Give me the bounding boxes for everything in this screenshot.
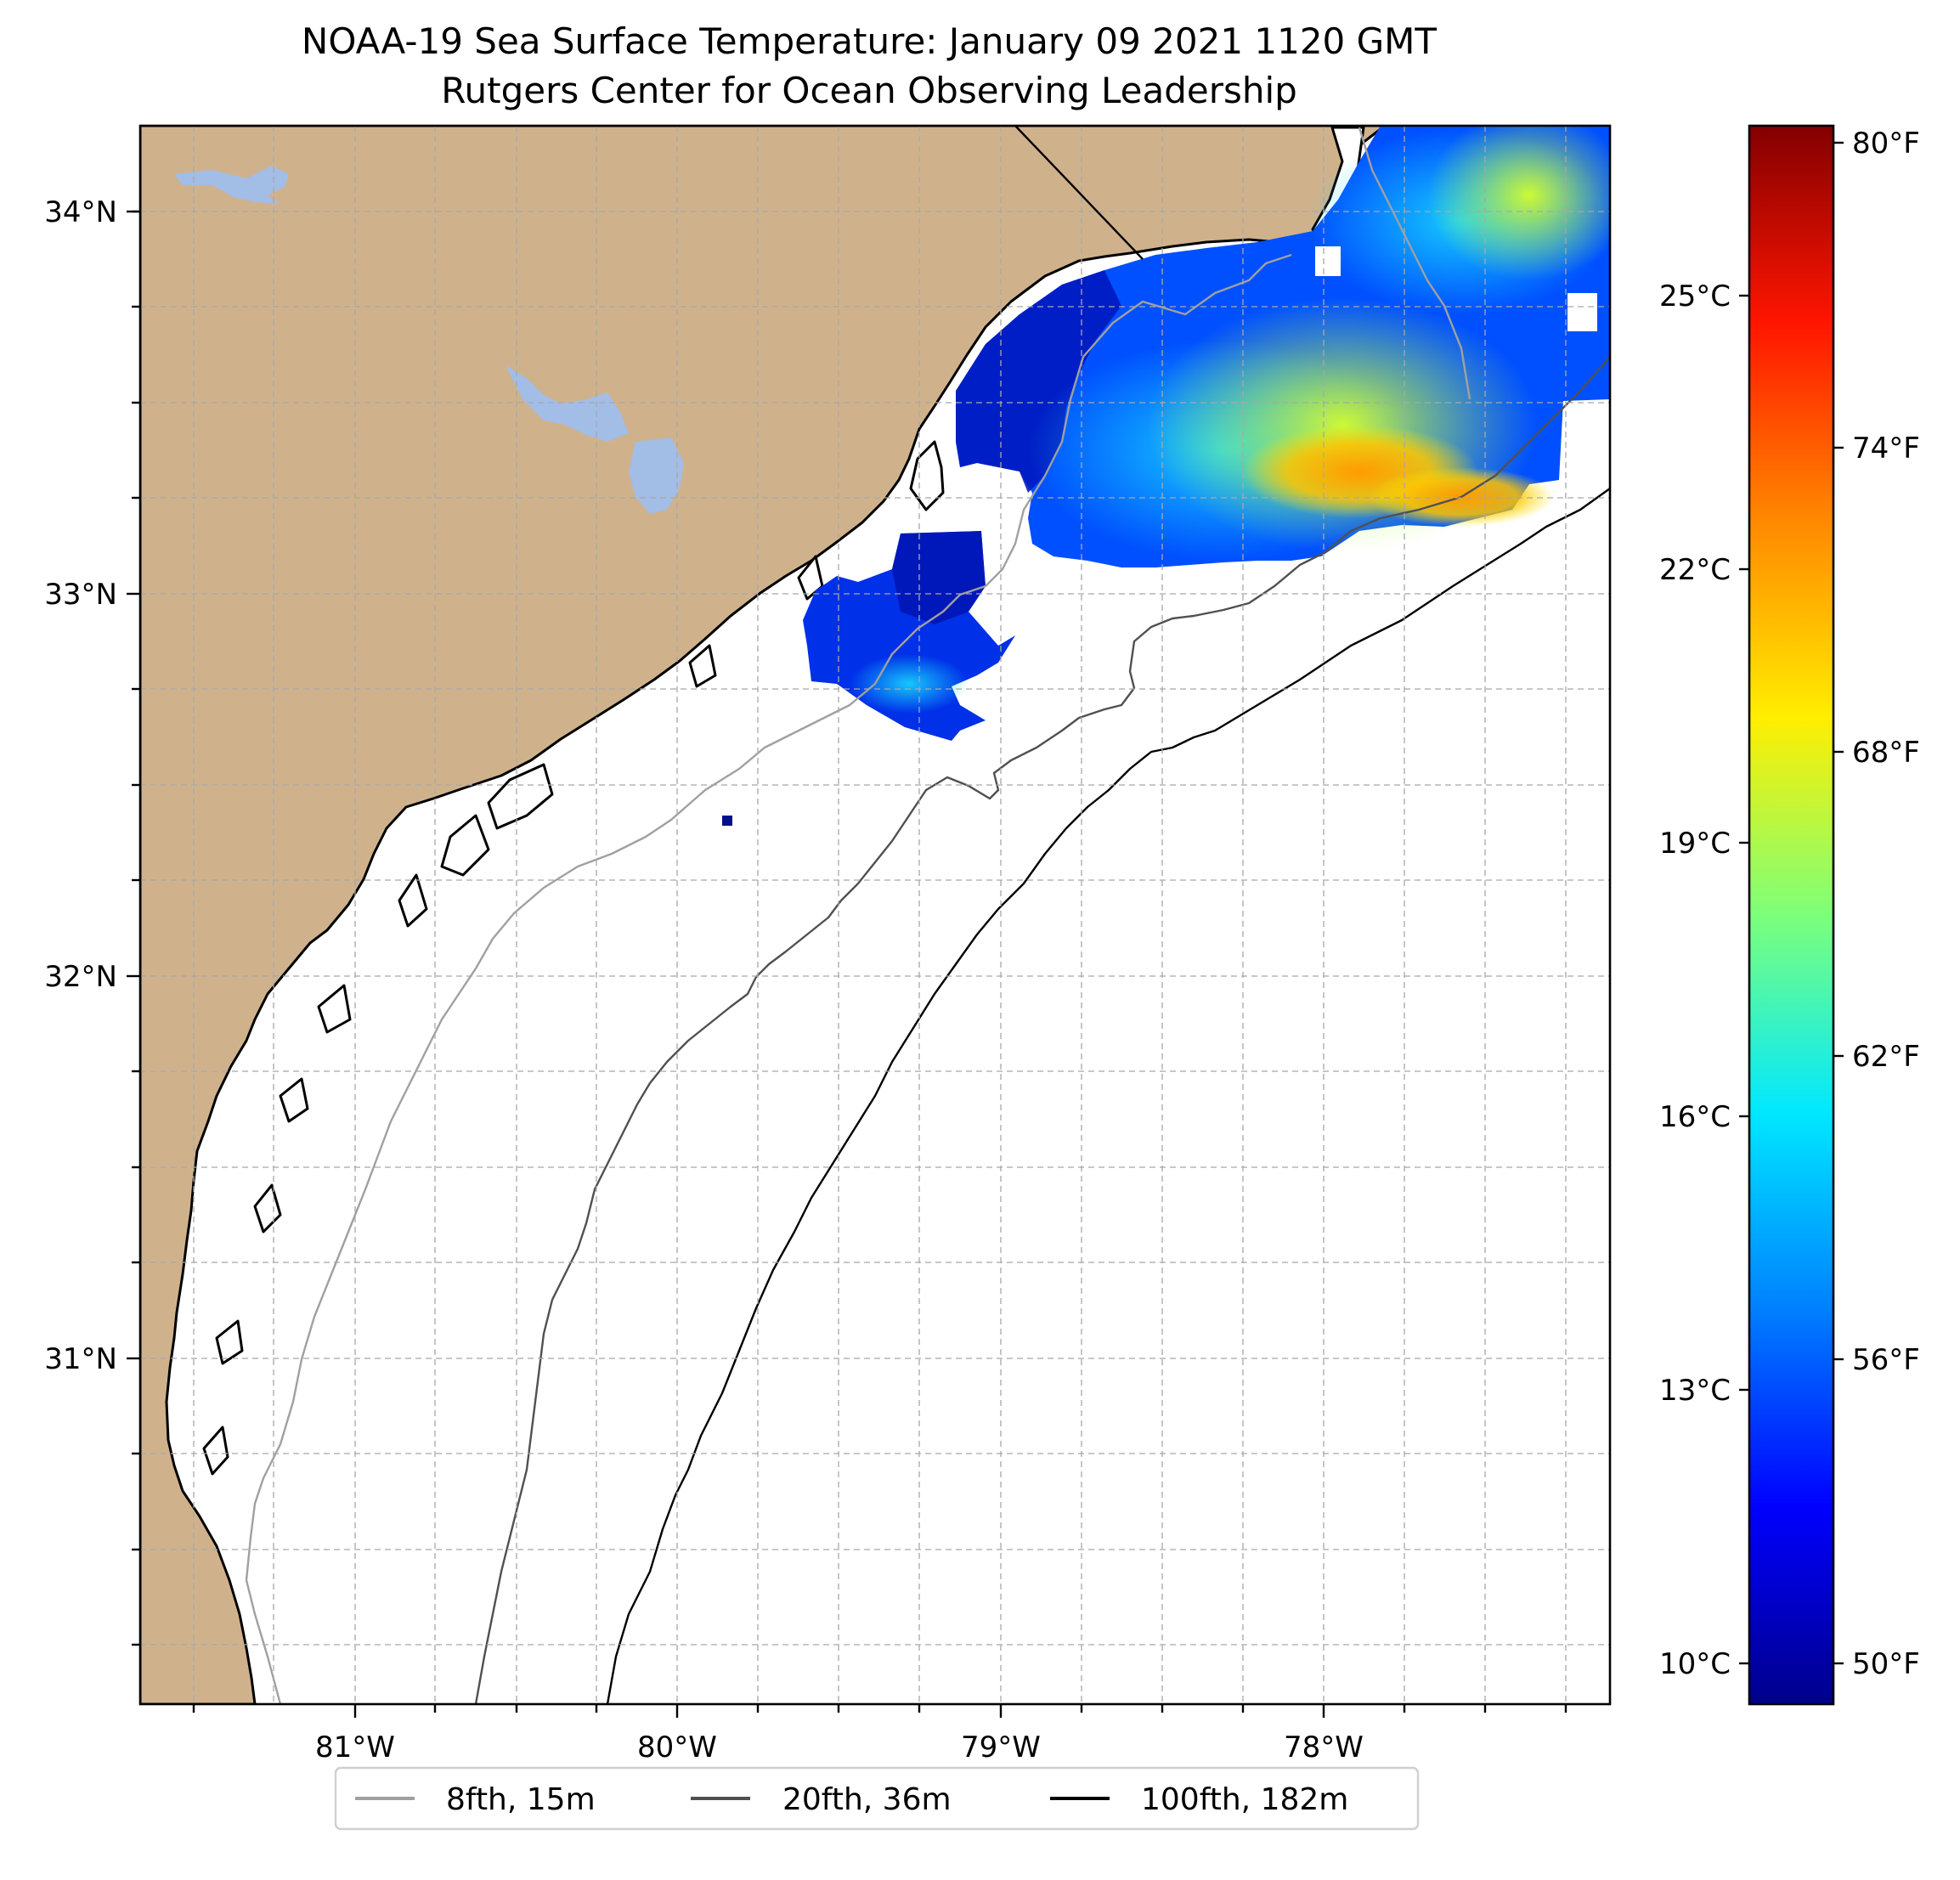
colorbar-fahrenheit-label: 68°F [1852,736,1920,770]
colorbar-celsius-label: 25°C [1659,279,1731,313]
sst-isolated-pixel [722,816,732,826]
axis-ticks [127,210,1567,1718]
contour-20fth [474,356,1610,1704]
y-tick-label: 34°N [44,195,117,229]
lakes [174,166,684,514]
x-tick-label: 80°W [637,1730,717,1764]
colorbar-celsius-label: 13°C [1659,1374,1731,1408]
lake-moultrie-south [629,438,684,514]
state-border [1014,126,1144,260]
y-tick-label: 32°N [44,960,117,994]
map-subtitle: Rutgers Center for Ocean Observing Leade… [441,70,1297,111]
bathymetry-contours [245,126,1610,1704]
legend-label: 100fth, 182m [1141,1782,1348,1817]
sst-south-cold [892,531,986,624]
legend-item-20fth: 20fth, 36m [691,1782,952,1817]
legend: 8fth, 15m 20fth, 36m 100fth, 182m [334,1766,1420,1831]
colorbar-bar [1748,124,1835,1706]
contour-8fth [245,127,1471,1704]
colorbar-fahrenheit-label: 62°F [1852,1040,1920,1074]
colorbar-fahrenheit-label: 56°F [1852,1343,1920,1377]
map-title: NOAA-19 Sea Surface Temperature: January… [302,20,1438,62]
legend-label: 8fth, 15m [446,1782,596,1817]
colorbar-ticks-celsius [1739,294,1749,1665]
colorbar-celsius-label: 16°C [1659,1100,1731,1134]
map-panel [140,126,1610,1704]
sst-cloud-gap-2 [1315,246,1341,276]
sst-cold-nearshore [956,270,1121,493]
colorbar-fahrenheit-label: 80°F [1852,127,1920,161]
colorbar-celsius-label: 19°C [1659,827,1731,861]
x-tick-label: 81°W [315,1730,395,1764]
map-frame [138,124,1612,1706]
y-axis-labels: 34°N 33°N 32°N 31°N [44,195,117,1376]
colorbar-celsius-label: 10°C [1659,1647,1731,1681]
colorbar-celsius-label: 22°C [1659,553,1731,587]
sst-yellow-east [1427,126,1610,280]
x-tick-label: 79°W [961,1730,1041,1764]
contour-100fth [606,488,1610,1704]
colorbar-fahrenheit-label: 74°F [1852,432,1920,466]
sst-swath [722,126,1610,826]
colorbar-ticks-fahrenheit [1833,141,1844,1665]
legend-box [334,1766,1420,1831]
map-gridlines [140,126,1610,1704]
lake-moultrie-north [506,365,629,442]
sst-cloud-gap-1 [1567,293,1597,331]
legend-item-100fth: 100fth, 182m [1050,1782,1348,1817]
y-tick-label: 33°N [44,578,117,612]
land-mass [140,126,1387,1704]
colorbar: 25°C 22°C 19°C 16°C 13°C 10°C 80°F 74°F … [1659,124,1920,1706]
colorbar-fahrenheit-label: 50°F [1852,1647,1920,1681]
y-tick-label: 31°N [44,1342,117,1376]
x-axis-labels: 81°W 80°W 79°W 78°W [315,1730,1364,1764]
x-tick-label: 78°W [1284,1730,1364,1764]
legend-item-8fth: 8fth, 15m [355,1782,596,1817]
sst-south-cyan [850,654,969,714]
legend-label: 20fth, 36m [782,1782,952,1817]
lake-marion [174,166,289,204]
